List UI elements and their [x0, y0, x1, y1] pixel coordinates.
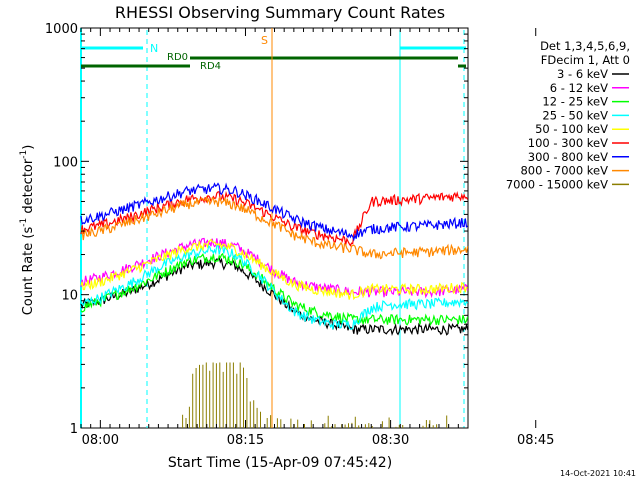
x-tick-label: 08:00: [82, 433, 119, 448]
legend-label-1: 6 - 12 keV: [550, 81, 608, 95]
annotation-rd4: RD4: [200, 61, 221, 72]
x-axis-label: Start Time (15-Apr-09 07:45:42): [168, 455, 392, 471]
legend-label-6: 300 - 800 keV: [528, 150, 608, 164]
series-line-0: [80, 256, 469, 336]
legend-label-8: 7000 - 15000 keV: [506, 177, 608, 191]
legend-label-5: 100 - 300 keV: [528, 136, 608, 150]
y-label-part-3: ): [21, 145, 36, 150]
y-tick-label: 1: [70, 422, 78, 437]
y-label-exp-1: -1: [19, 218, 29, 227]
y-tick-label: 100: [53, 155, 78, 170]
legend-label-3: 25 - 50 keV: [542, 108, 608, 122]
x-tick-label: 08:45: [517, 433, 554, 448]
legend-label-7: 800 - 7000 keV: [520, 164, 608, 178]
series-line-4: [80, 238, 468, 301]
footer-timestamp: 14-Oct-2021 10:41: [560, 469, 636, 478]
series-line-7: [80, 195, 469, 260]
legend: Det 1,3,4,5,6,9, FDecim 1, Att 0 3 - 6 k…: [506, 39, 630, 191]
series-line-5: [80, 190, 469, 247]
legend-header-2: FDecim 1, Att 0: [541, 53, 630, 67]
series-line-6: [80, 182, 468, 242]
y-label-exp-2: -1: [19, 150, 29, 159]
y-label-part-1: Count Rate (s: [21, 227, 36, 316]
series-line-3: [80, 244, 469, 330]
chart-title: RHESSI Observing Summary Count Rates: [115, 3, 445, 22]
y-tick-label: 10: [61, 289, 78, 304]
legend-label-2: 12 - 25 keV: [542, 95, 608, 109]
x-tick-label: 08:15: [227, 433, 264, 448]
y-label-part-2: detector: [21, 158, 36, 218]
series-line-8: [182, 362, 448, 428]
legend-label-0: 3 - 6 keV: [557, 67, 608, 81]
legend-header-1: Det 1,3,4,5,6,9,: [540, 39, 630, 53]
annotation-rd0: RD0: [167, 52, 188, 63]
annotation-n: N: [150, 42, 158, 55]
y-axis-label: Count Rate (s-1 detector-1): [19, 145, 36, 316]
annotation-s: S: [261, 34, 268, 47]
x-tick-label: 08:30: [372, 433, 409, 448]
y-tick-label: 1000: [45, 22, 78, 37]
legend-label-4: 50 - 100 keV: [535, 122, 608, 136]
